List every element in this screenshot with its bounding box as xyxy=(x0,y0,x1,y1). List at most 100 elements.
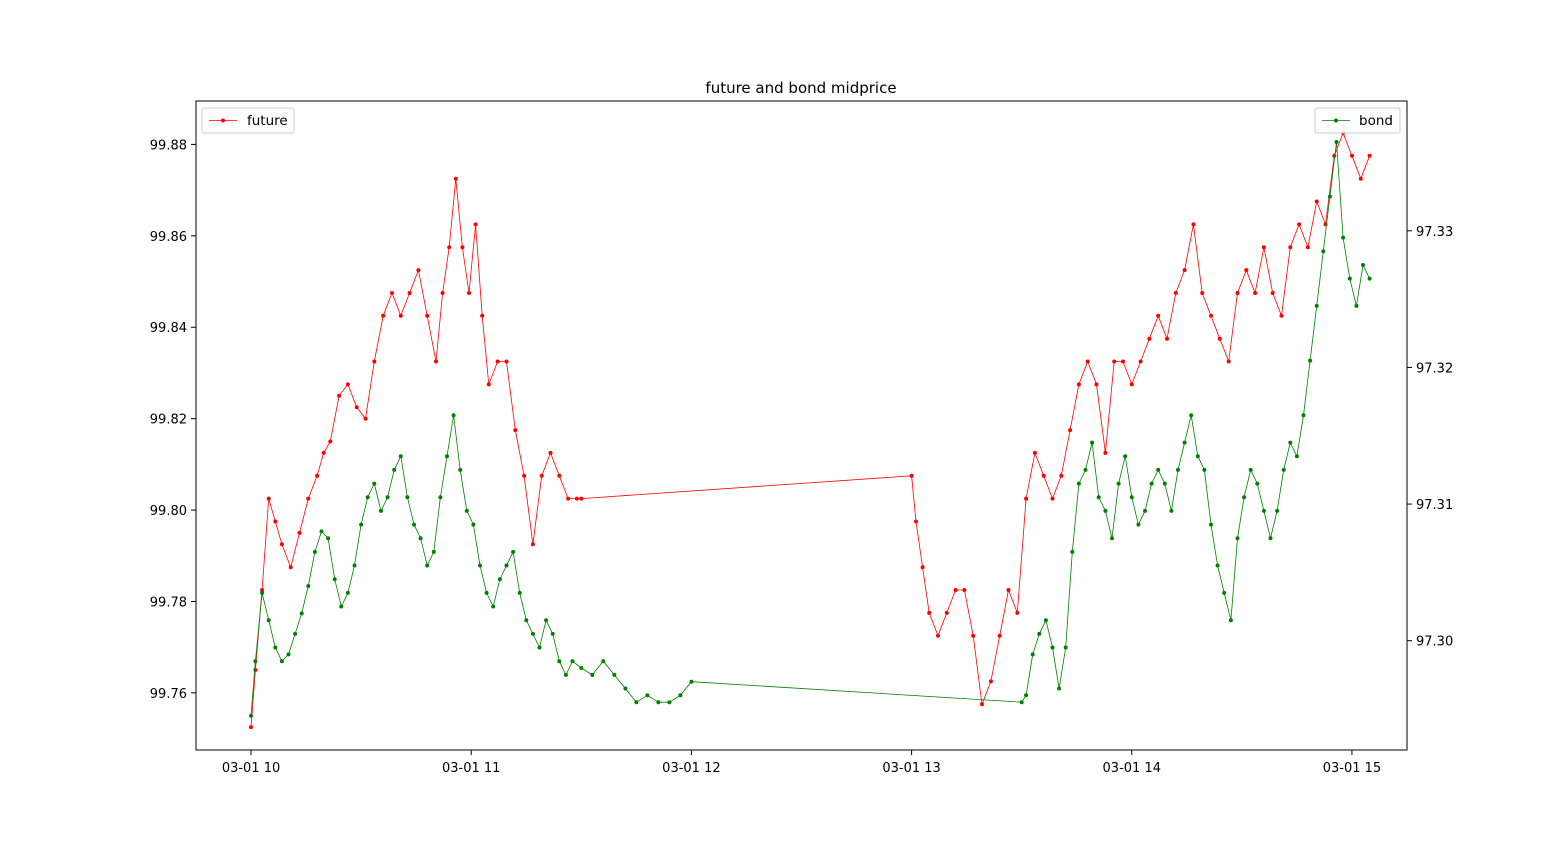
series-bond-point xyxy=(1163,482,1167,486)
series-bond-point xyxy=(678,693,682,697)
series-bond-point xyxy=(267,618,271,622)
series-bond-point xyxy=(273,646,277,650)
series-bond-point xyxy=(1229,618,1233,622)
series-bond-point xyxy=(1335,140,1339,144)
series-future-point xyxy=(1262,245,1266,249)
series-future-point xyxy=(945,611,949,615)
series-bond-point xyxy=(518,591,522,595)
series-bond-point xyxy=(1315,304,1319,308)
series-bond-point xyxy=(689,680,693,684)
series-future-point xyxy=(346,382,350,386)
series-bond-point xyxy=(667,700,671,704)
series-future-point xyxy=(998,634,1002,638)
series-future-point xyxy=(1059,474,1063,478)
series-bond-point xyxy=(253,659,257,663)
series-bond-point xyxy=(1183,441,1187,445)
series-bond-point xyxy=(623,687,627,691)
series-future-point xyxy=(267,497,271,501)
series-bond-point xyxy=(366,495,370,499)
plot-frame xyxy=(196,101,1407,750)
series-future-point xyxy=(273,520,277,524)
series-bond-point xyxy=(419,536,423,540)
series-bond-point xyxy=(320,529,324,533)
y-left-tick-label: 99.84 xyxy=(150,321,187,336)
series-bond-point xyxy=(280,659,284,663)
series-bond-point xyxy=(1070,550,1074,554)
series-bond-point xyxy=(425,564,429,568)
series-future-point xyxy=(1218,337,1222,341)
series-future-point xyxy=(1288,245,1292,249)
series-bond-point xyxy=(1090,441,1094,445)
series-bond-point xyxy=(359,523,363,527)
series-future-point xyxy=(1244,268,1248,272)
series-bond-point xyxy=(1269,536,1273,540)
series-future-line xyxy=(249,131,1372,729)
y-left-tick-label: 99.76 xyxy=(150,687,187,702)
series-future-point xyxy=(921,565,925,569)
series-bond-point xyxy=(1249,468,1253,472)
series-bond-point xyxy=(498,577,502,581)
series-bond-point xyxy=(645,693,649,697)
series-future-point xyxy=(381,314,385,318)
x-tick-label: 03-01 15 xyxy=(1323,761,1381,776)
series-bond-point xyxy=(1321,249,1325,253)
series-future-point xyxy=(399,314,403,318)
series-bond-point xyxy=(579,666,583,670)
series-bond-point xyxy=(1097,495,1101,499)
series-future-point xyxy=(1121,360,1125,364)
series-bond-point xyxy=(590,673,594,677)
x-tick-label: 03-01 12 xyxy=(662,761,720,776)
series-future-point xyxy=(249,725,253,729)
series-future-point xyxy=(989,679,993,683)
y-right-tick-label: 97.33 xyxy=(1416,225,1453,240)
series-bond-point xyxy=(379,509,383,513)
series-future-point xyxy=(954,588,958,592)
series-future-point xyxy=(1227,360,1231,364)
series-bond-point xyxy=(1020,700,1024,704)
series-bond-point xyxy=(538,646,542,650)
series-bond-point xyxy=(1302,413,1306,417)
series-bond-point xyxy=(1202,468,1206,472)
series-bond-point xyxy=(1216,564,1220,568)
series-bond-point xyxy=(249,714,253,718)
series-future-point xyxy=(1007,588,1011,592)
series-bond-point xyxy=(601,659,605,663)
y-left-tick-label: 99.78 xyxy=(150,595,187,610)
series-future-point xyxy=(1191,222,1195,226)
series-future-point xyxy=(1068,428,1072,432)
series-future-point xyxy=(1015,611,1019,615)
series-future-point xyxy=(1051,497,1055,501)
series-future-point xyxy=(441,291,445,295)
series-bond-point xyxy=(300,611,304,615)
series-bond-point xyxy=(1051,646,1055,650)
series-bond-point xyxy=(491,605,495,609)
series-future-point xyxy=(1368,154,1372,158)
series-bond-point xyxy=(293,632,297,636)
series-future-point xyxy=(1271,291,1275,295)
series-future-point xyxy=(1024,497,1028,501)
series-future-point xyxy=(1086,360,1090,364)
legend-future-swatch-marker xyxy=(221,119,225,123)
series-future-point xyxy=(460,245,464,249)
series-bond-point xyxy=(339,605,343,609)
chart-title: future and bond midprice xyxy=(705,79,896,97)
series-future-point xyxy=(513,428,517,432)
series-bond-point xyxy=(1255,482,1259,486)
series-future-point xyxy=(425,314,429,318)
series-bond-point xyxy=(485,591,489,595)
y-right-tick-label: 97.31 xyxy=(1416,498,1453,513)
series-future-point xyxy=(1236,291,1240,295)
series-future-point xyxy=(1147,337,1151,341)
series-bond-point xyxy=(1209,523,1213,527)
series-bond-point xyxy=(1103,509,1107,513)
legend-bond-swatch-marker xyxy=(1334,119,1338,123)
series-bond-point xyxy=(571,659,575,663)
series-future-point xyxy=(1112,360,1116,364)
series-bond-point xyxy=(505,564,509,568)
series-future-point xyxy=(364,417,368,421)
series-bond-point xyxy=(1064,646,1068,650)
legend-bond: bond xyxy=(1315,108,1400,133)
series-future-point xyxy=(1306,245,1310,249)
